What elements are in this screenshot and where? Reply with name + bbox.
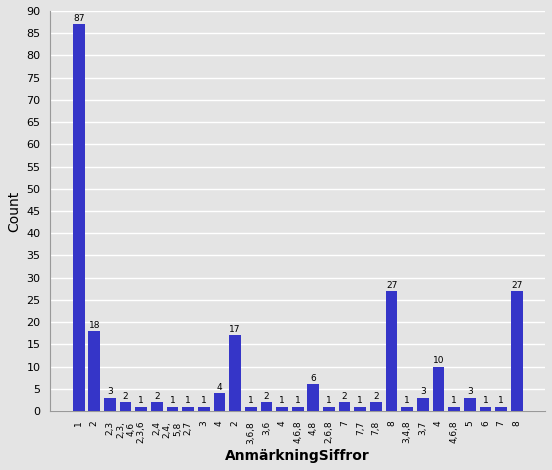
Text: 1: 1 [326,396,332,405]
Bar [73,24,84,411]
Text: 4: 4 [217,383,222,392]
Text: 1: 1 [279,396,285,405]
Bar [448,407,460,411]
Text: 2: 2 [154,392,160,401]
Bar [386,291,397,411]
Bar [229,336,241,411]
Text: 1: 1 [169,396,176,405]
Text: 1: 1 [404,396,410,405]
Bar [198,407,210,411]
Bar [151,402,163,411]
Text: 2: 2 [342,392,347,401]
Text: 3: 3 [107,387,113,396]
Text: 87: 87 [73,14,84,23]
Bar [292,407,304,411]
Bar [135,407,147,411]
Bar [495,407,507,411]
Bar [480,407,491,411]
Bar [417,398,429,411]
Bar [370,402,382,411]
Text: 2: 2 [123,392,129,401]
Bar [167,407,178,411]
Bar [104,398,116,411]
Text: 3: 3 [467,387,473,396]
Bar [214,393,225,411]
Bar [182,407,194,411]
Y-axis label: Count: Count [7,190,21,232]
Text: 27: 27 [386,281,397,290]
Bar [323,407,335,411]
Bar [307,384,319,411]
Text: 1: 1 [185,396,191,405]
Bar [464,398,476,411]
Bar [88,331,100,411]
Text: 3: 3 [420,387,426,396]
Text: 27: 27 [511,281,522,290]
Bar [261,402,272,411]
Text: 1: 1 [139,396,144,405]
Bar [339,402,351,411]
Bar [120,402,131,411]
Bar [511,291,523,411]
X-axis label: AnmärkningSiffror: AnmärkningSiffror [225,449,370,463]
Text: 1: 1 [357,396,363,405]
Text: 1: 1 [498,396,504,405]
Text: 2: 2 [264,392,269,401]
Text: 1: 1 [482,396,489,405]
Text: 10: 10 [433,356,444,365]
Text: 1: 1 [451,396,457,405]
Bar [433,367,444,411]
Bar [354,407,366,411]
Bar [276,407,288,411]
Text: 1: 1 [248,396,254,405]
Text: 1: 1 [201,396,206,405]
Bar [401,407,413,411]
Text: 17: 17 [230,325,241,334]
Text: 6: 6 [310,374,316,383]
Text: 18: 18 [88,321,100,329]
Bar [245,407,257,411]
Text: 1: 1 [295,396,301,405]
Text: 2: 2 [373,392,379,401]
